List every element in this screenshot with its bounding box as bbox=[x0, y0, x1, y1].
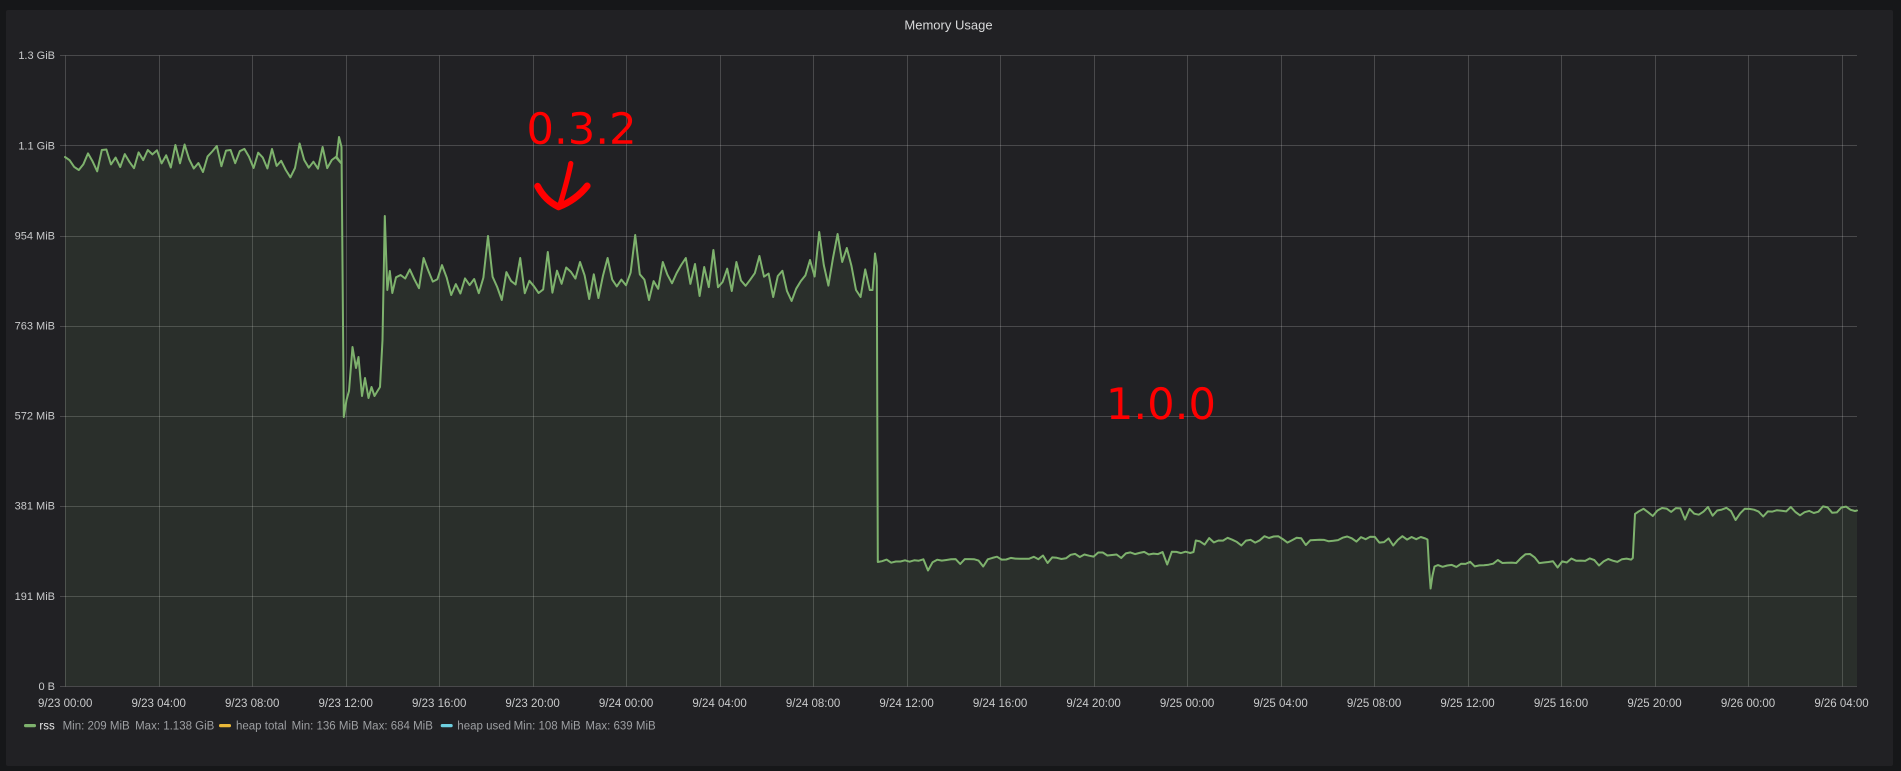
svg-text:9/24 04:00: 9/24 04:00 bbox=[692, 698, 746, 710]
svg-text:9/23 20:00: 9/23 20:00 bbox=[505, 698, 559, 710]
svg-text:1.3 GiB: 1.3 GiB bbox=[18, 50, 55, 62]
svg-text:Min: 108 MiB: Min: 108 MiB bbox=[514, 721, 581, 733]
svg-text:381 MiB: 381 MiB bbox=[15, 501, 55, 513]
svg-text:763 MiB: 763 MiB bbox=[15, 321, 55, 333]
svg-text:9/23 00:00: 9/23 00:00 bbox=[38, 698, 92, 710]
svg-text:9/25 12:00: 9/25 12:00 bbox=[1440, 698, 1494, 710]
svg-text:heap used: heap used bbox=[457, 721, 511, 733]
svg-text:heap total: heap total bbox=[236, 721, 287, 733]
svg-text:1.1 GiB: 1.1 GiB bbox=[18, 140, 55, 152]
svg-text:rss: rss bbox=[39, 721, 55, 733]
svg-text:Min: 209 MiB: Min: 209 MiB bbox=[63, 721, 130, 733]
svg-text:572 MiB: 572 MiB bbox=[15, 411, 55, 423]
svg-text:9/23 16:00: 9/23 16:00 bbox=[412, 698, 466, 710]
svg-text:9/24 20:00: 9/24 20:00 bbox=[1066, 698, 1120, 710]
svg-text:9/23 08:00: 9/23 08:00 bbox=[225, 698, 279, 710]
svg-text:Max: 1.138 GiB: Max: 1.138 GiB bbox=[135, 721, 215, 733]
svg-text:9/24 16:00: 9/24 16:00 bbox=[973, 698, 1027, 710]
svg-text:9/24 00:00: 9/24 00:00 bbox=[599, 698, 653, 710]
svg-text:191 MiB: 191 MiB bbox=[15, 591, 55, 603]
svg-text:9/23 04:00: 9/23 04:00 bbox=[132, 698, 186, 710]
svg-text:Min: 136 MiB: Min: 136 MiB bbox=[292, 721, 359, 733]
svg-text:Max: 684 MiB: Max: 684 MiB bbox=[363, 721, 434, 733]
svg-text:9/26 00:00: 9/26 00:00 bbox=[1721, 698, 1775, 710]
svg-text:Memory Usage: Memory Usage bbox=[904, 18, 992, 33]
svg-text:9/26 04:00: 9/26 04:00 bbox=[1814, 698, 1868, 710]
svg-text:9/25 08:00: 9/25 08:00 bbox=[1347, 698, 1401, 710]
svg-text:9/25 04:00: 9/25 04:00 bbox=[1253, 698, 1307, 710]
svg-text:9/25 16:00: 9/25 16:00 bbox=[1534, 698, 1588, 710]
svg-text:9/25 20:00: 9/25 20:00 bbox=[1627, 698, 1681, 710]
svg-text:9/24 12:00: 9/24 12:00 bbox=[879, 698, 933, 710]
svg-text:9/25 00:00: 9/25 00:00 bbox=[1160, 698, 1214, 710]
svg-text:954 MiB: 954 MiB bbox=[15, 230, 55, 242]
svg-text:9/24 08:00: 9/24 08:00 bbox=[786, 698, 840, 710]
svg-text:Max: 639 MiB: Max: 639 MiB bbox=[585, 721, 656, 733]
svg-text:0 B: 0 B bbox=[38, 681, 55, 693]
svg-text:9/23 12:00: 9/23 12:00 bbox=[319, 698, 373, 710]
